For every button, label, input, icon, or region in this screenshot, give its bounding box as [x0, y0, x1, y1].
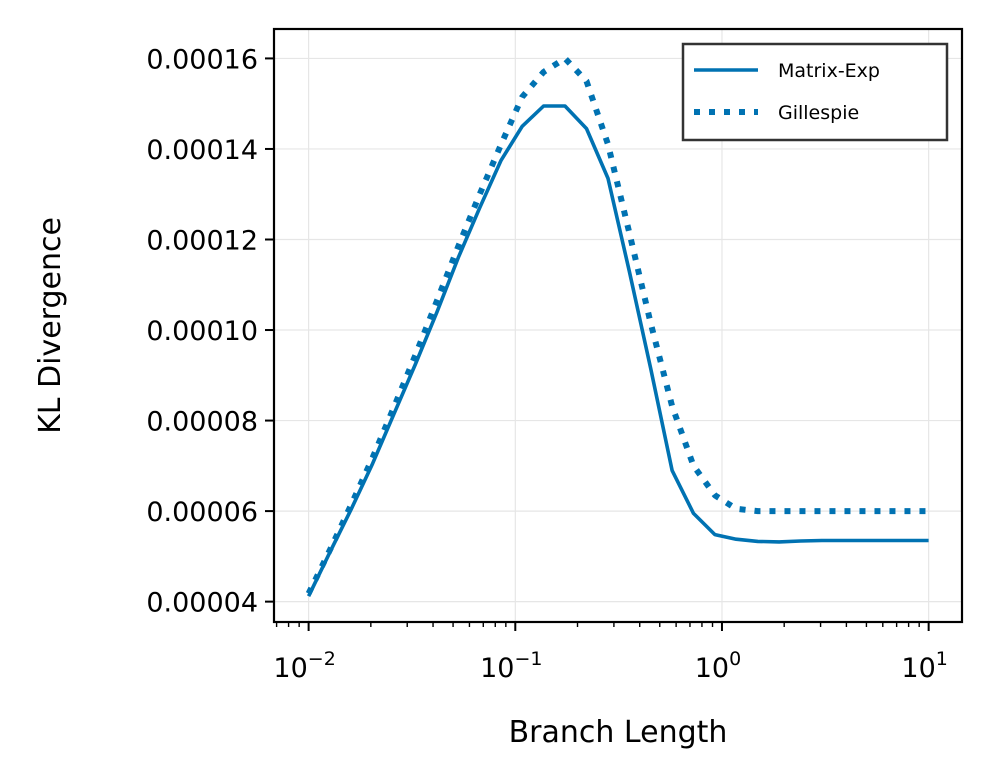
plot-frame: [272, 27, 964, 624]
y-tick-label: 0.00012: [146, 225, 258, 256]
legend-label-matrix-exp: Matrix-Exp: [778, 60, 880, 82]
y-tick-label: 0.00008: [146, 407, 258, 438]
series-lines: [305, 55, 929, 597]
legend-box: [681, 42, 949, 142]
axis-ticks: 0.00004 0.00006 0.00008 0.00010 0.00012 0.000…: [146, 44, 948, 684]
y-tick-label: 0.00004: [146, 588, 258, 619]
y-tick-label: 0.00010: [146, 316, 258, 347]
x-tick-label: 10−2: [273, 648, 335, 684]
x-tick-label: 10−1: [480, 648, 542, 684]
legend: Matrix-Exp Gillespie: [681, 42, 949, 142]
x-tick-label: 100: [695, 648, 741, 684]
y-axis-label: KL Divergence: [33, 217, 68, 434]
y-tick-label: 0.00016: [146, 44, 258, 75]
x-tick-label: 101: [901, 648, 947, 684]
x-axis-label: Branch Length: [509, 715, 728, 750]
legend-label-gillespie: Gillespie: [778, 102, 859, 124]
series-line-matrix-exp: [306, 104, 929, 597]
y-tick-label: 0.00006: [146, 497, 258, 528]
y-tick-label: 0.00014: [146, 135, 258, 166]
